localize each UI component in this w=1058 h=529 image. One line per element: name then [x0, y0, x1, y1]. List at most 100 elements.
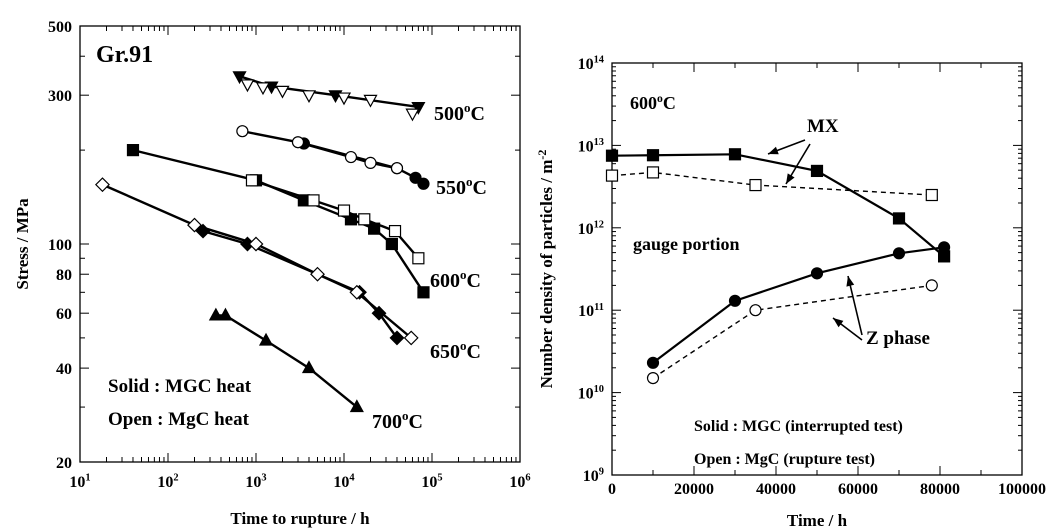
series-line-6: [202, 229, 398, 339]
data-point: [646, 166, 660, 179]
right-y-tick-label: 1012: [578, 219, 604, 237]
left-x-axis-label: Time to rupture / h: [230, 509, 370, 528]
data-point: [195, 223, 211, 239]
left-legend-solid: Solid : MGC heat: [108, 376, 252, 397]
series-line-0: [239, 75, 419, 109]
left-x-tick-label: 105: [421, 473, 442, 491]
right-legend-open: Open : MgC (rupture test): [694, 451, 875, 468]
data-point: [248, 236, 264, 252]
data-point: [258, 332, 274, 346]
right-panel-label: 600oC: [630, 92, 676, 113]
right-x-tick-label: 20000: [674, 481, 714, 498]
right-y-tick-label: 1013: [578, 137, 604, 155]
series-line-right-3: [652, 284, 932, 379]
data-point: [385, 237, 398, 251]
temperature-label: 600oC: [430, 267, 481, 292]
left-y-tick-label: 60: [56, 306, 72, 323]
data-point: [95, 177, 110, 193]
data-point: [344, 150, 358, 164]
data-point: [240, 79, 255, 93]
data-point: [371, 305, 387, 321]
series-line-right-1: [611, 171, 932, 196]
right-y-tick-label: 109: [583, 467, 604, 485]
left-legend-open: Open : MgC heat: [108, 409, 250, 430]
data-point: [728, 148, 742, 161]
left-y-tick-label: 300: [48, 88, 72, 105]
right-x-axis-label: Time / h: [787, 511, 848, 529]
data-point: [417, 177, 430, 190]
temperature-label: 500oC: [434, 100, 485, 125]
arrow-z-solid: [847, 275, 863, 336]
data-point: [363, 94, 378, 108]
data-point: [301, 90, 317, 104]
data-point: [892, 212, 906, 225]
data-point: [728, 294, 742, 307]
right-y-tick-label: 1010: [578, 384, 604, 402]
data-point: [255, 82, 271, 96]
right-legend-solid: Solid : MGC (interrupted test): [694, 418, 903, 435]
left-y-axis-label: Stress / MPa: [13, 198, 32, 290]
data-point: [810, 267, 824, 280]
data-point: [126, 144, 140, 157]
data-point: [344, 213, 358, 226]
data-point: [218, 307, 233, 321]
left-x-tick-label: 103: [245, 473, 266, 491]
data-point: [349, 399, 364, 413]
data-point: [749, 304, 762, 317]
data-point: [245, 174, 259, 187]
right-y-tick-label: 1011: [578, 302, 604, 320]
data-point: [411, 101, 426, 115]
right-x-tick-label: 80000: [920, 481, 960, 498]
data-point: [388, 224, 402, 238]
data-point: [892, 247, 906, 260]
data-point: [403, 330, 419, 346]
left-y-tick-label: 40: [56, 361, 72, 378]
temperature-label: 550oC: [436, 174, 487, 199]
left-y-tick-label: 80: [56, 267, 72, 284]
right-x-tick-label: 0: [608, 481, 616, 498]
data-point: [390, 162, 404, 175]
data-point: [412, 252, 425, 265]
data-point: [417, 286, 430, 299]
data-point: [605, 169, 619, 182]
data-point: [810, 164, 824, 178]
data-point: [389, 330, 405, 346]
data-point: [336, 92, 352, 106]
left-y-tick-label: 20: [56, 455, 72, 472]
left-y-tick-label: 100: [48, 237, 72, 254]
left-x-tick-label: 106: [509, 473, 530, 491]
annotation-mx: MX: [807, 116, 839, 137]
annotation-z-phase: Z phase: [866, 328, 930, 349]
data-point: [208, 307, 223, 321]
data-point: [232, 71, 247, 85]
right-x-tick-label: 40000: [756, 481, 796, 498]
data-point: [405, 108, 420, 122]
data-point: [187, 217, 202, 233]
arrow-z-solid-head: [846, 276, 855, 287]
data-point: [337, 204, 351, 217]
data-point: [646, 371, 660, 385]
temperature-label: 700oC: [372, 408, 423, 433]
data-point: [749, 178, 762, 192]
data-point: [364, 156, 377, 169]
left-x-tick-label: 102: [157, 473, 178, 491]
right-y-tick-label: 1014: [578, 55, 604, 73]
arrow-z-open-head: [833, 318, 844, 328]
annotation-gauge-portion: gauge portion: [633, 234, 740, 254]
data-point: [236, 125, 249, 138]
right-x-tick-label: 60000: [838, 481, 878, 498]
data-point: [646, 149, 660, 162]
data-point: [925, 188, 938, 202]
left-x-tick-label: 101: [69, 473, 90, 491]
data-point: [605, 149, 619, 162]
data-point: [310, 266, 325, 282]
left-y-tick-label: 500: [48, 19, 72, 36]
data-point: [301, 360, 317, 374]
data-point: [368, 222, 381, 235]
data-point: [349, 284, 365, 300]
series-line-7: [101, 183, 412, 339]
data-point: [291, 136, 305, 149]
data-point: [275, 85, 290, 99]
arrow-mx-solid-head: [768, 146, 779, 155]
